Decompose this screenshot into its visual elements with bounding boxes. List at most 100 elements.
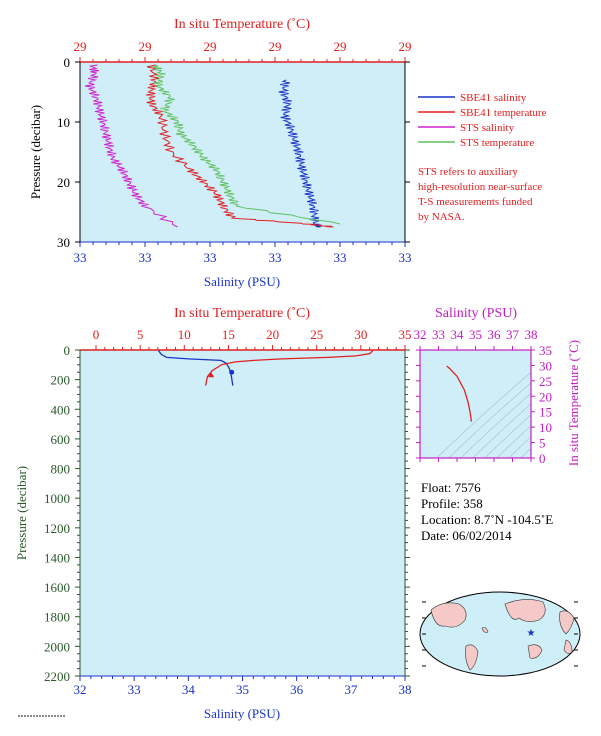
bottom-sal-tick-label: 36 [290, 682, 304, 697]
bottom-pressure-tick-label: 600 [51, 432, 71, 447]
ts-temp-tick-label: 15 [539, 405, 552, 420]
bottom-temperature-profile [204, 350, 374, 386]
bottom-temp-tick-label: 30 [354, 327, 367, 342]
bottom-pressure-axis-title: Pressure (decibar) [14, 466, 29, 560]
top-temp-tick-label: 29 [399, 39, 412, 54]
ts-sal-tick-label: 36 [488, 327, 502, 342]
top-temp-tick-label: 29 [334, 39, 347, 54]
ts-salinity-title: Salinity (PSU) [435, 306, 517, 321]
ts-temp-tick-label: 0 [539, 451, 546, 466]
map-landmass [527, 644, 543, 659]
top-series-line-3 [152, 64, 341, 225]
top-sal-tick-label: 33 [74, 250, 87, 265]
bottom-plot-area [80, 350, 405, 676]
bottom-temp-tick-label: 25 [310, 327, 323, 342]
map-landmass [504, 599, 546, 622]
top-series-line-0 [278, 79, 322, 228]
ts-temp-tick-label: 10 [539, 420, 552, 435]
ts-sal-tick-label: 37 [506, 327, 520, 342]
top-pressure-tick-label: 20 [57, 175, 70, 190]
ts-density-contour [524, 348, 601, 518]
ts-density-contour [460, 392, 531, 458]
bottom-pressure-tick-label: 800 [51, 462, 71, 477]
ts-temperature-axis-title: In situ Temperature (˚C) [566, 340, 581, 466]
ts-curve [446, 365, 473, 422]
float-info-date: Date: 06/02/2014 [421, 528, 512, 543]
bottom-temp-tick-label: 10 [178, 327, 191, 342]
top-temp-tick-label: 29 [139, 39, 152, 54]
sts-note-line: STS refers to auxiliary [418, 166, 518, 178]
ts-temp-tick-label: 35 [539, 343, 552, 358]
bottom-pressure-tick-label: 0 [64, 343, 71, 358]
top-pressure-tick-label: 30 [57, 235, 70, 250]
bottom-pressure-tick-label: 1800 [44, 610, 70, 625]
top-salinity-axis-title: Salinity (PSU) [204, 274, 280, 289]
bottom-salinity-marker [229, 369, 235, 375]
bottom-pressure-tick-label: 200 [51, 373, 71, 388]
map-landmass [465, 644, 479, 671]
sts-note-line: by NASA. [418, 211, 465, 223]
bottom-pressure-tick-label: 1600 [44, 580, 70, 595]
bottom-salinity-axis-title: Salinity (PSU) [204, 706, 280, 721]
bottom-pressure-tick-label: 1400 [44, 550, 70, 565]
legend-label: SBE41 salinity [460, 92, 527, 104]
float-info-location: Location: 8.7˚N -104.5˚E [421, 512, 553, 527]
top-sal-tick-label: 33 [139, 250, 152, 265]
float-info-profile: Profile: 358 [421, 496, 483, 511]
bottom-temp-tick-label: 0 [93, 327, 100, 342]
map-landmass [430, 602, 467, 628]
top-sal-tick-label: 33 [269, 250, 282, 265]
float-location-marker: ★ [527, 628, 536, 639]
ts-plot-area [420, 350, 531, 458]
top-temp-tick-label: 29 [204, 39, 217, 54]
top-series-line-1 [146, 64, 334, 228]
top-pressure-tick-label: 0 [64, 55, 71, 70]
bottom-salinity-profile [157, 350, 234, 386]
bottom-pressure-tick-label: 2200 [44, 669, 70, 684]
bottom-pressure-tick-label: 2000 [44, 639, 70, 654]
map-landmass [481, 627, 489, 633]
bottom-pressure-tick-label: 1200 [44, 521, 70, 536]
bottom-sal-tick-label: 35 [236, 682, 249, 697]
bottom-temp-tick-label: 35 [399, 327, 412, 342]
ts-density-contour [472, 403, 531, 458]
top-pressure-tick-label: 10 [57, 115, 70, 130]
ts-sal-tick-label: 33 [432, 327, 445, 342]
top-sal-tick-label: 33 [399, 250, 412, 265]
world-map: ★ [419, 591, 581, 677]
sts-note-line: high-resolution near-surface [418, 181, 542, 193]
bottom-pressure-tick-label: 400 [51, 402, 71, 417]
bottom-sal-tick-label: 33 [128, 682, 141, 697]
top-sal-tick-label: 33 [334, 250, 347, 265]
bottom-temp-tick-label: 20 [266, 327, 279, 342]
ts-temp-tick-label: 25 [539, 374, 552, 389]
legend-label: STS temperature [460, 137, 534, 149]
ts-sal-tick-label: 35 [469, 327, 482, 342]
ts-density-contour [496, 425, 531, 458]
top-series-line-2 [84, 64, 178, 228]
ts-temp-tick-label: 30 [539, 358, 552, 373]
ts-density-contour [508, 436, 531, 458]
top-pressure-axis-title: Pressure (decibar) [28, 105, 43, 199]
top-temperature-axis-title: In situ Temperature (˚C) [174, 17, 310, 32]
top-temp-tick-label: 29 [269, 39, 282, 54]
ts-temp-tick-label: 20 [539, 389, 552, 404]
bottom-sal-tick-label: 38 [399, 682, 412, 697]
ts-density-contour [484, 414, 531, 458]
ts-sal-tick-label: 38 [525, 327, 538, 342]
map-landmass [563, 639, 573, 654]
ts-density-contour [448, 382, 531, 458]
map-landmass [559, 610, 575, 635]
bottom-sal-tick-label: 34 [182, 682, 196, 697]
top-sal-tick-label: 33 [204, 250, 217, 265]
bottom-sal-tick-label: 37 [344, 682, 358, 697]
bottom-sal-tick-label: 32 [74, 682, 87, 697]
bottom-temperature-axis-title: In situ Temperature (˚C) [174, 306, 310, 321]
ts-sal-tick-label: 34 [451, 327, 465, 342]
ts-sal-tick-label: 32 [414, 327, 427, 342]
top-plot-area [80, 62, 405, 242]
bottom-pressure-tick-label: 1000 [44, 491, 70, 506]
ts-temp-tick-label: 5 [539, 436, 546, 451]
float-info-float: Float: 7576 [421, 480, 481, 495]
